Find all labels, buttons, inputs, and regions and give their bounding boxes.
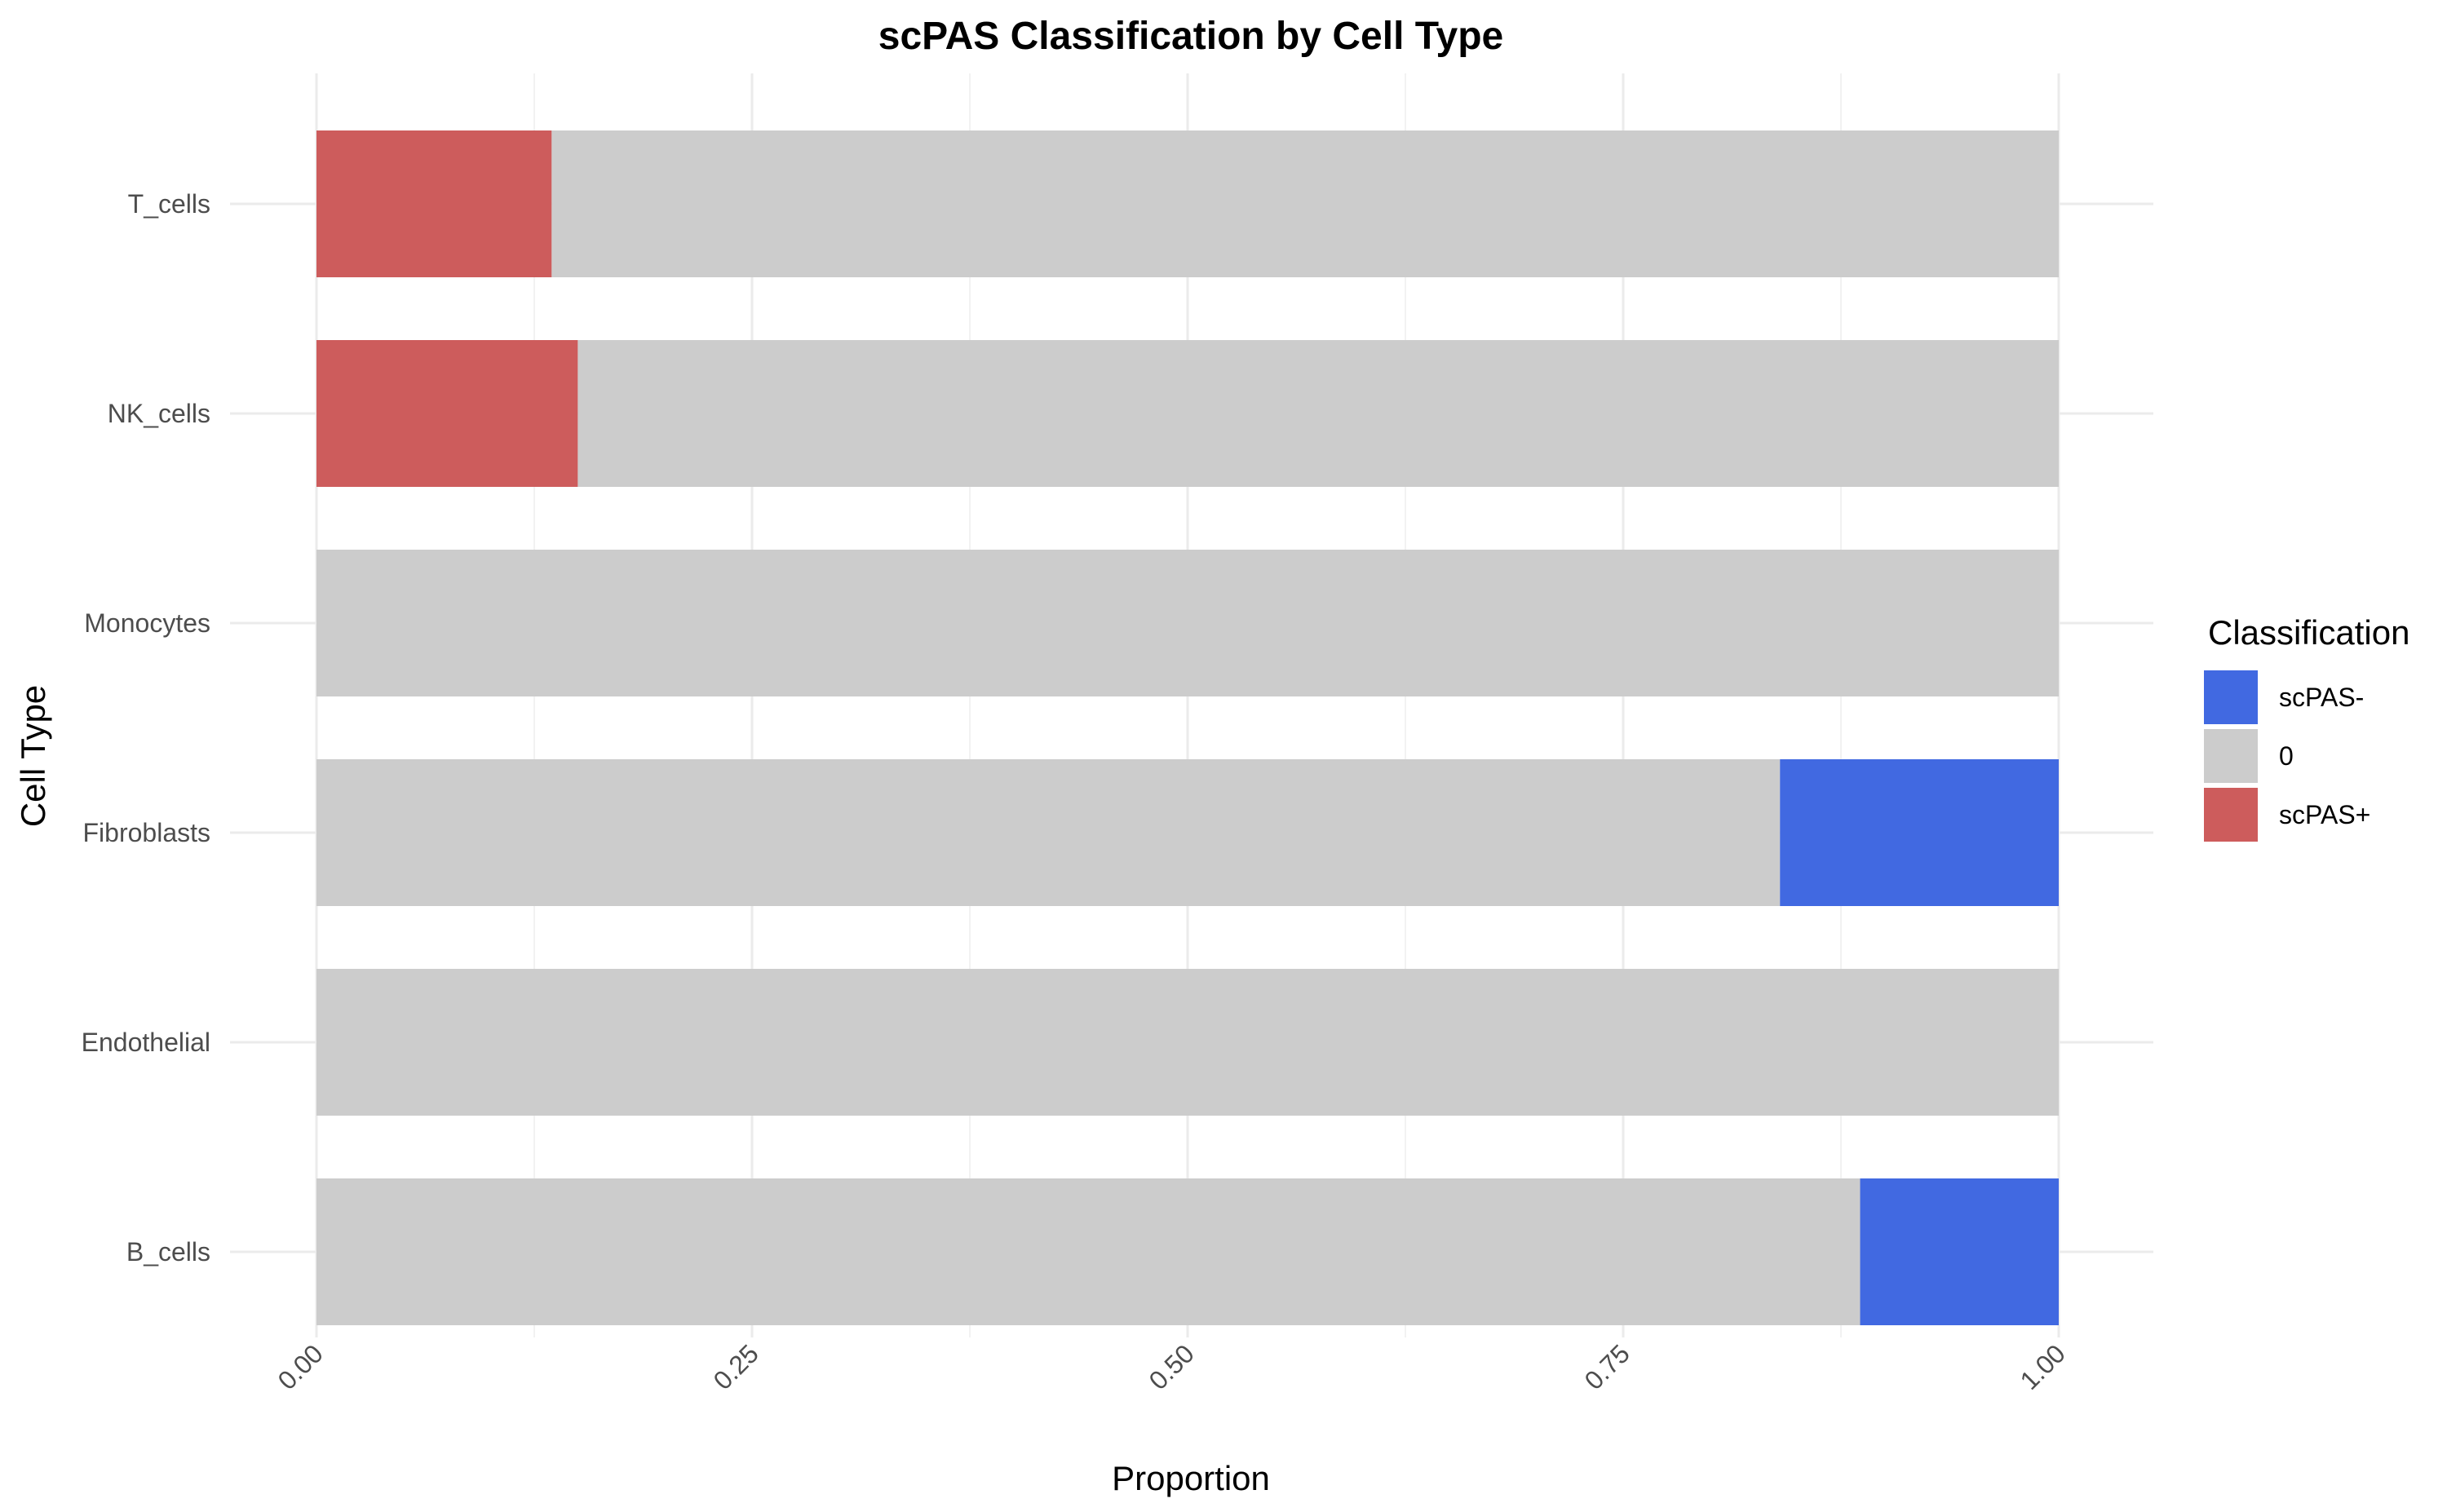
y-tick-label: B_cells	[126, 1237, 210, 1267]
bar-b-cells-zero	[316, 1178, 1861, 1325]
bar-nk-cells-scpaspos	[316, 340, 578, 487]
bar-b-cells-scpasneg	[1860, 1178, 2059, 1325]
legend-key	[2204, 788, 2258, 842]
legend-key	[2204, 729, 2258, 783]
x-axis-title: Proportion	[1112, 1459, 1270, 1497]
legend: Classification scPAS- 0 scPAS+	[2204, 613, 2409, 842]
x-tick-label: 0.25	[707, 1338, 763, 1395]
bar-fibroblasts-scpasneg	[1780, 759, 2059, 906]
bar-nk-cells-zero	[577, 340, 2059, 487]
chart-title: scPAS Classification by Cell Type	[878, 15, 1503, 58]
bar-monocytes-zero	[316, 550, 2059, 696]
x-tick-label: 1.00	[2014, 1338, 2070, 1395]
y-axis-title: Cell Type	[14, 685, 52, 827]
legend-key	[2204, 670, 2258, 724]
y-tick-label: NK_cells	[108, 399, 210, 428]
legend-label: 0	[2279, 741, 2294, 771]
bar-fibroblasts-zero	[316, 759, 1781, 906]
legend-label: scPAS+	[2279, 800, 2370, 829]
y-tick-label: Fibroblasts	[83, 818, 211, 847]
legend-label: scPAS-	[2279, 683, 2364, 712]
bar-t-cells-zero	[551, 130, 2059, 277]
legend-title: Classification	[2208, 613, 2409, 652]
bar-endothelial-zero	[316, 969, 2059, 1116]
y-tick-label: Endothelial	[82, 1028, 210, 1057]
y-tick-label: T_cells	[128, 189, 210, 219]
x-tick-label: 0.00	[272, 1338, 328, 1395]
y-tick-labels: T_cells NK_cells Monocytes Fibroblasts Endot…	[82, 189, 210, 1267]
bar-t-cells-scpaspos	[316, 130, 552, 277]
x-tick-label: 0.50	[1143, 1338, 1199, 1395]
y-tick-label: Monocytes	[84, 608, 210, 638]
x-tick-labels: 0.00 0.25 0.50 0.75 1.00	[272, 1338, 2070, 1395]
x-tick-label: 0.75	[1578, 1338, 1635, 1395]
bars-layer	[316, 130, 2059, 1325]
